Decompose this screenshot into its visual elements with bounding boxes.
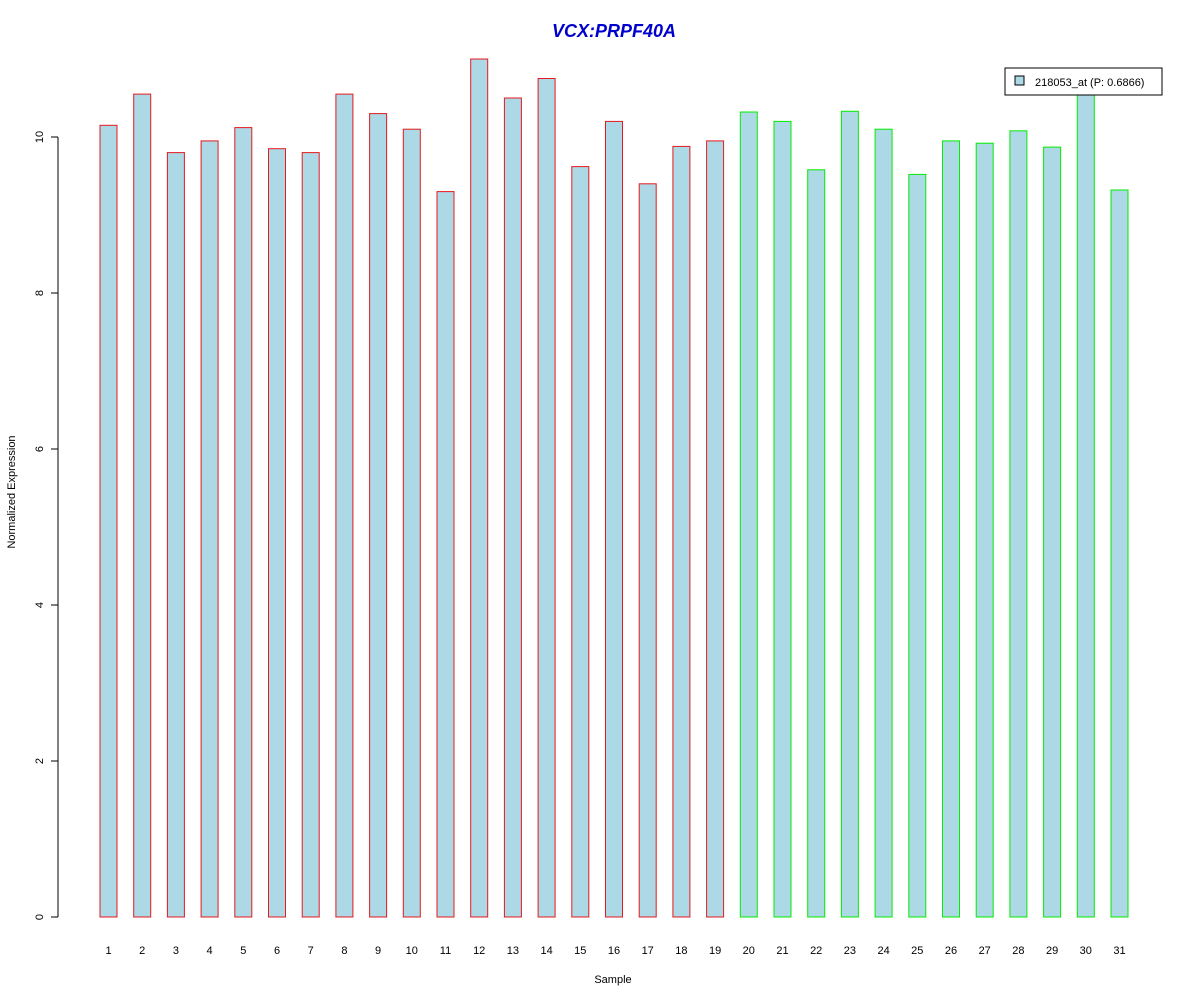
x-tick-label: 20 bbox=[743, 945, 755, 957]
x-tick-label: 30 bbox=[1080, 945, 1092, 957]
bar-sample-7 bbox=[301, 152, 320, 918]
bar-sample-3 bbox=[166, 152, 185, 918]
bar-sample-30 bbox=[1076, 89, 1095, 918]
legend-label: 218053_at (P: 0.6866) bbox=[1035, 77, 1144, 89]
bar-sample-5 bbox=[234, 127, 253, 918]
x-tick-label: 12 bbox=[473, 945, 485, 957]
bar-sample-10 bbox=[402, 128, 421, 918]
bar-sample-16 bbox=[605, 120, 623, 918]
legend: 218053_at (P: 0.6866) bbox=[1004, 67, 1163, 96]
x-tick-label: 11 bbox=[440, 945, 451, 957]
x-tick-label: 24 bbox=[877, 945, 889, 957]
x-tick-label: 5 bbox=[240, 945, 246, 957]
x-tick-label: 25 bbox=[911, 945, 923, 957]
bar-sample-19 bbox=[706, 140, 725, 918]
x-tick-label: 14 bbox=[540, 945, 552, 957]
bar-sample-27 bbox=[975, 142, 994, 918]
bar-sample-9 bbox=[369, 113, 388, 918]
bar-sample-23 bbox=[840, 110, 859, 918]
y-tick-label: 4 bbox=[34, 602, 46, 608]
bar-sample-20 bbox=[739, 111, 758, 918]
x-tick-label: 15 bbox=[574, 945, 586, 957]
x-tick-label: 18 bbox=[675, 945, 687, 957]
x-tick-label: 3 bbox=[173, 945, 179, 957]
x-tick-label: 1 bbox=[105, 945, 111, 957]
x-tick-label: 19 bbox=[709, 945, 721, 957]
x-tick-label: 7 bbox=[308, 945, 314, 957]
x-tick-label: 22 bbox=[810, 945, 822, 957]
legend-box bbox=[1004, 67, 1163, 96]
bar-sample-1 bbox=[99, 124, 118, 918]
x-tick-labels: 1 2 3 4 5 6 7 8 9 10 11 12 13 14 15 16 17 18 19 20 21 22 23 24 2… bbox=[105, 945, 1125, 957]
bar-sample-17 bbox=[638, 183, 657, 918]
x-tick-label: 13 bbox=[507, 945, 519, 957]
x-tick-label: 4 bbox=[207, 945, 213, 957]
x-tick-label: 26 bbox=[945, 945, 957, 957]
y-tick-label: 2 bbox=[34, 758, 46, 764]
x-tick-label: 9 bbox=[375, 945, 381, 957]
bar-sample-25 bbox=[908, 173, 927, 918]
y-tick-label: 8 bbox=[34, 290, 46, 296]
x-tick-label: 23 bbox=[844, 945, 856, 957]
x-tick-label: 27 bbox=[979, 945, 991, 957]
bar-sample-8 bbox=[335, 93, 354, 918]
bar-sample-11 bbox=[436, 191, 455, 918]
bar-sample-22 bbox=[807, 169, 826, 918]
x-tick-label: 10 bbox=[406, 945, 418, 957]
bar-sample-4 bbox=[200, 140, 219, 918]
y-tick-label: 6 bbox=[34, 446, 46, 452]
x-tick-label: 8 bbox=[341, 945, 347, 957]
bar-sample-6 bbox=[268, 148, 286, 918]
bar-sample-18 bbox=[672, 145, 691, 918]
x-tick-label: 21 bbox=[776, 945, 788, 957]
bar-sample-12 bbox=[470, 58, 489, 918]
y-axis-label: Normalized Expression bbox=[6, 435, 18, 548]
bar-sample-14 bbox=[537, 78, 556, 918]
bar-sample-13 bbox=[503, 97, 522, 918]
y-tick-label: 10 bbox=[34, 131, 46, 143]
x-tick-label: 2 bbox=[139, 945, 145, 957]
x-tick-label: 28 bbox=[1012, 945, 1024, 957]
x-tick-label: 17 bbox=[642, 945, 654, 957]
x-axis-label: Sample bbox=[594, 974, 631, 986]
y-axis: 0 2 4 6 8 10 bbox=[34, 131, 59, 920]
x-tick-label: 16 bbox=[608, 945, 620, 957]
x-tick-label: 31 bbox=[1113, 945, 1125, 957]
bar-sample-28 bbox=[1009, 130, 1028, 918]
bar-sample-26 bbox=[942, 140, 960, 918]
bars-group bbox=[99, 58, 1129, 918]
x-tick-label: 29 bbox=[1046, 945, 1058, 957]
y-tick-label: 0 bbox=[34, 914, 46, 920]
bar-sample-24 bbox=[874, 128, 893, 918]
bar-sample-29 bbox=[1043, 146, 1062, 918]
chart-title: VCX:PRPF40A bbox=[552, 21, 676, 41]
legend-swatch bbox=[1014, 75, 1025, 86]
bar-sample-31 bbox=[1110, 189, 1129, 918]
bar-sample-2 bbox=[133, 93, 152, 918]
bar-sample-15 bbox=[571, 166, 590, 918]
bar-sample-21 bbox=[773, 120, 792, 918]
x-tick-label: 6 bbox=[274, 945, 280, 957]
